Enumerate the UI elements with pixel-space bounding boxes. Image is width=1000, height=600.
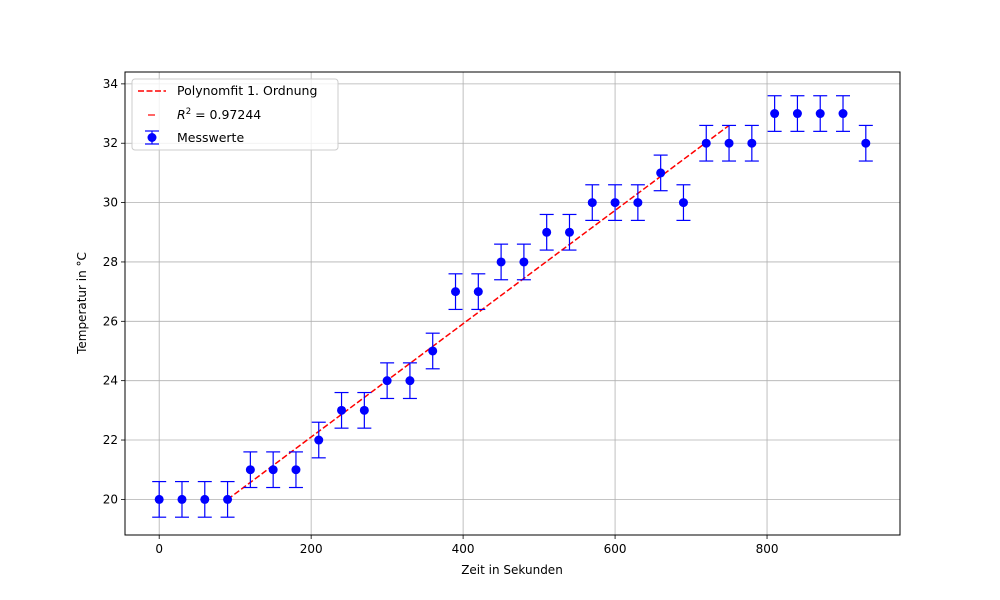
- legend-r2-sup: 2: [186, 107, 191, 117]
- data-point: [610, 198, 620, 208]
- data-point: [678, 198, 688, 208]
- data-point: [405, 376, 415, 386]
- x-tick-label: 200: [300, 542, 323, 556]
- y-tick-label: 20: [103, 492, 118, 506]
- data-point: [154, 494, 164, 504]
- legend-r2-suffix: = 0.97244: [191, 107, 261, 122]
- legend-box: [131, 78, 339, 151]
- y-tick-label: 30: [103, 196, 118, 210]
- data-point: [519, 257, 529, 267]
- x-tick-label: 800: [756, 542, 779, 556]
- data-point: [291, 465, 301, 475]
- data-point: [359, 405, 369, 415]
- data-point: [268, 465, 278, 475]
- y-tick-label: 26: [103, 314, 118, 328]
- y-tick-label: 24: [103, 374, 118, 388]
- x-axis-label: Zeit in Sekunden: [461, 563, 563, 577]
- legend-err-point: [147, 133, 157, 142]
- data-point: [770, 109, 780, 119]
- data-point: [223, 494, 233, 504]
- data-point: [724, 138, 734, 148]
- data-point: [747, 138, 757, 148]
- y-tick-label: 34: [103, 77, 118, 91]
- data-point: [382, 376, 392, 386]
- data-point: [633, 198, 643, 208]
- grid: [125, 72, 900, 535]
- y-tick-label: 28: [103, 255, 118, 269]
- x-tick-label: 0: [155, 542, 163, 556]
- fit-layer: [227, 124, 730, 500]
- data-layer: [152, 95, 873, 518]
- fit-line: [227, 124, 730, 500]
- ticks: 0 200 400 600 800 20 22 24 26 28 30 32 34: [103, 77, 779, 556]
- data-point: [587, 198, 597, 208]
- data-point: [861, 138, 871, 148]
- x-tick-label: 400: [452, 542, 475, 556]
- data-point: [542, 227, 552, 237]
- x-tick-label: 600: [604, 542, 627, 556]
- data-point: [473, 287, 483, 297]
- data-point: [838, 109, 848, 119]
- legend-r2-label: R2 = 0.97244: [177, 107, 261, 122]
- data-point: [200, 494, 210, 504]
- data-point: [701, 138, 711, 148]
- legend: Polynomfit 1. Ordnung R2 = 0.97244 Messw…: [131, 78, 339, 151]
- legend-messwerte-label: Messwerte: [177, 130, 244, 145]
- y-tick-label: 32: [103, 136, 118, 150]
- data-point: [245, 465, 255, 475]
- plot-frame: [124, 71, 901, 536]
- data-point: [337, 405, 347, 415]
- data-point: [314, 435, 324, 445]
- y-axis-label: Temperatur in °C: [75, 252, 89, 355]
- data-point: [177, 494, 187, 504]
- data-point: [792, 109, 802, 119]
- data-point: [496, 257, 506, 267]
- data-point: [451, 287, 461, 297]
- data-point: [815, 109, 825, 119]
- data-point: [428, 346, 438, 356]
- y-tick-label: 22: [103, 433, 118, 447]
- legend-r2-prefix: R: [177, 107, 186, 122]
- legend-fit-label: Polynomfit 1. Ordnung: [177, 83, 317, 98]
- data-point: [564, 227, 574, 237]
- data-point: [656, 168, 666, 178]
